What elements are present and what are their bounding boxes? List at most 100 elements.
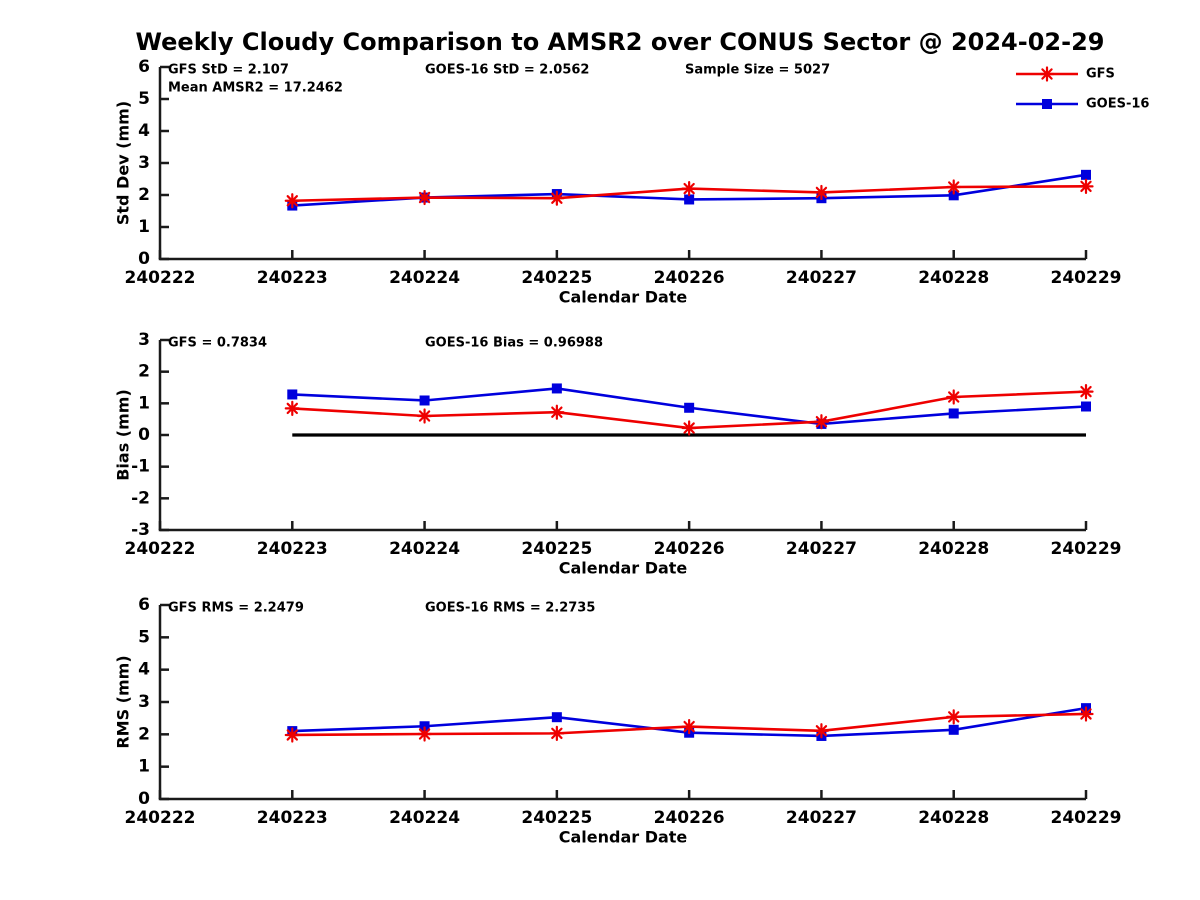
- y-tick-label: 4: [138, 121, 150, 141]
- x-tick-label: 240223: [257, 539, 328, 559]
- y-axis-title: RMS (mm): [114, 655, 133, 748]
- x-tick-label: 240225: [521, 268, 592, 288]
- square-icon: [684, 402, 695, 413]
- x-tick-label: 240229: [1051, 808, 1122, 828]
- y-tick-label: -2: [131, 488, 150, 508]
- asterisk-icon: [815, 725, 828, 737]
- y-tick-label: 1: [138, 393, 150, 413]
- x-tick-label: 240227: [786, 539, 857, 559]
- y-tick-label: 1: [138, 217, 150, 237]
- x-tick-label: 240229: [1051, 539, 1122, 559]
- data-point-marker: [684, 194, 695, 205]
- legend-label: GFS: [1086, 67, 1115, 82]
- y-tick-label: 4: [138, 660, 150, 680]
- data-point-marker: [681, 718, 697, 735]
- x-tick-label: 240225: [521, 808, 592, 828]
- series-gfs: [284, 384, 1094, 436]
- y-tick-label: -3: [131, 520, 150, 540]
- y-tick-label: 3: [138, 692, 150, 712]
- chart-title: Weekly Cloudy Comparison to AMSR2 over C…: [135, 28, 1105, 56]
- annotation-text: GFS = 0.7834: [168, 336, 267, 351]
- asterisk-icon: [683, 422, 695, 434]
- y-tick-label: 0: [138, 425, 150, 445]
- data-point-marker: [946, 179, 962, 195]
- x-tick-label: 240228: [918, 808, 989, 828]
- x-tick-label: 240222: [125, 808, 196, 828]
- data-point-marker: [549, 404, 565, 420]
- data-point-marker: [948, 190, 959, 201]
- y-tick-label: 3: [138, 330, 150, 350]
- annotation-text: GFS RMS = 2.2479: [168, 601, 304, 616]
- data-point-marker: [813, 184, 830, 201]
- data-point-marker: [284, 400, 300, 416]
- data-point-marker: [287, 389, 298, 400]
- x-tick-label: 240226: [654, 539, 725, 559]
- asterisk-icon: [1080, 180, 1092, 193]
- asterisk-icon: [948, 391, 960, 403]
- square-icon: [419, 721, 430, 732]
- x-tick-label: 240224: [389, 539, 460, 559]
- asterisk-icon: [418, 410, 431, 422]
- data-point-marker: [549, 190, 565, 206]
- square-icon: [948, 724, 959, 735]
- data-point-marker: [284, 727, 300, 743]
- annotation-text: GOES-16 RMS = 2.2735: [425, 601, 595, 616]
- data-point-marker: [549, 725, 565, 741]
- x-tick-label: 240227: [786, 808, 857, 828]
- y-tick-label: 2: [138, 185, 150, 205]
- annotation-text: GOES-16 StD = 2.0562: [425, 63, 589, 78]
- legend-item-goes-16: GOES-16: [1016, 97, 1149, 112]
- data-point-marker: [1081, 169, 1091, 180]
- annotation-text: GOES-16 Bias = 0.96988: [425, 336, 603, 351]
- data-point-marker: [1081, 401, 1091, 412]
- data-point-marker: [813, 414, 830, 430]
- asterisk-icon: [418, 191, 431, 204]
- data-point-marker: [946, 389, 962, 405]
- y-tick-label: 5: [138, 89, 150, 109]
- data-point-marker: [1078, 384, 1094, 400]
- square-icon: [1042, 99, 1052, 109]
- data-point-marker: [416, 408, 433, 424]
- asterisk-icon: [286, 402, 298, 415]
- y-tick-label: 0: [138, 249, 150, 269]
- asterisk-icon: [551, 192, 563, 204]
- asterisk-icon: [1080, 385, 1092, 398]
- subplot-rms-mm-: 0 1 2 3 4 5 6 240222 240223 240224 240225 240226 240…: [114, 595, 1122, 847]
- x-tick-label: 240228: [918, 539, 989, 559]
- y-axis-title: Bias (mm): [114, 389, 133, 481]
- asterisk-icon: [1080, 708, 1092, 720]
- annotation-text: Mean AMSR2 = 17.2462: [168, 81, 343, 96]
- y-tick-label: 2: [138, 724, 150, 744]
- x-tick-label: 240222: [125, 539, 196, 559]
- series-gfs: [284, 178, 1094, 209]
- data-point-marker: [551, 712, 562, 723]
- data-point-marker: [419, 721, 430, 732]
- data-point-marker: [551, 383, 562, 394]
- y-tick-label: 0: [138, 789, 150, 809]
- data-point-marker: [1078, 706, 1094, 722]
- x-tick-label: 240226: [654, 268, 725, 288]
- square-icon: [287, 389, 298, 400]
- y-tick-label: 3: [138, 153, 150, 173]
- data-point-marker: [948, 724, 959, 735]
- asterisk-icon: [286, 729, 298, 741]
- asterisk-icon: [948, 181, 960, 193]
- series-gfs: [284, 706, 1094, 743]
- subplot-std-dev-mm-: 0 1 2 3 4 5 6 240222 240223 240224 240225 240226 240…: [114, 57, 1150, 307]
- subplot-bias-mm-: -3 -2 -1 0 1 2 3 240222 240223 240224 240225 240226…: [114, 330, 1122, 578]
- square-icon: [1081, 401, 1091, 412]
- y-tick-label: -1: [131, 457, 150, 477]
- data-point-marker: [681, 181, 697, 197]
- y-tick-label: 6: [138, 595, 150, 615]
- x-tick-label: 240223: [257, 268, 328, 288]
- asterisk-icon: [418, 728, 431, 740]
- asterisk-icon: [1041, 68, 1053, 80]
- data-point-marker: [684, 402, 695, 413]
- y-axis-title: Std Dev (mm): [114, 101, 133, 225]
- x-tick-label: 240227: [786, 268, 857, 288]
- x-tick-label: 240225: [521, 539, 592, 559]
- x-axis-title: Calendar Date: [559, 288, 688, 307]
- asterisk-icon: [815, 186, 828, 199]
